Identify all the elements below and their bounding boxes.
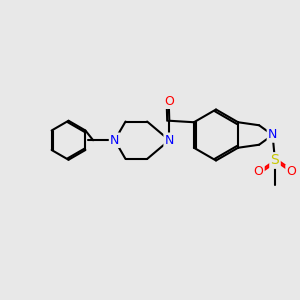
Text: O: O bbox=[164, 95, 174, 108]
Text: S: S bbox=[271, 154, 279, 167]
Text: N: N bbox=[110, 134, 119, 147]
Text: N: N bbox=[268, 128, 277, 142]
Text: O: O bbox=[254, 165, 263, 178]
Text: O: O bbox=[286, 165, 296, 178]
Text: N: N bbox=[165, 134, 174, 147]
